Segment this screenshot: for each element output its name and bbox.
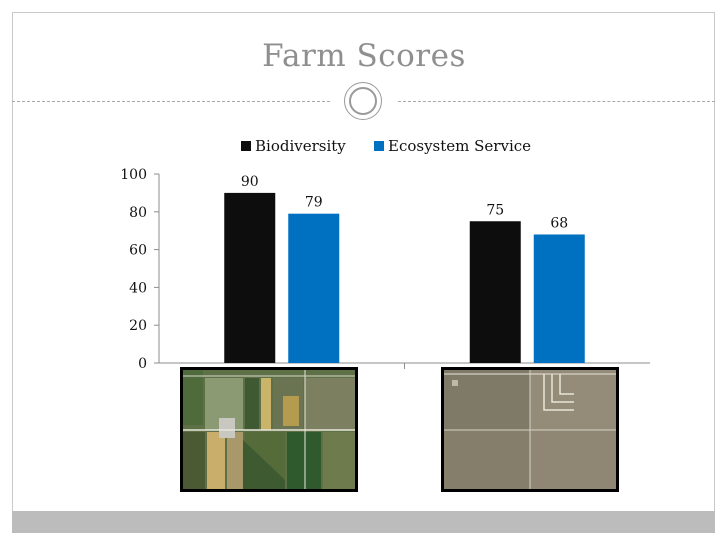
farm-1-aerial-photo	[180, 367, 358, 492]
footer-bar	[12, 511, 715, 533]
circle-ornament-inner-icon	[349, 87, 377, 115]
title-divider-right	[398, 101, 715, 102]
y-tick-label: 20	[129, 318, 147, 334]
y-tick-label: 100	[120, 167, 147, 183]
y-tick-label: 80	[129, 205, 147, 221]
chart-legend: Biodiversity Ecosystem Service	[0, 137, 728, 157]
legend-item-biodiversity: Biodiversity	[241, 137, 346, 155]
y-tick-label: 60	[129, 243, 147, 259]
legend-swatch-biodiversity	[241, 141, 251, 151]
data-label: 90	[241, 174, 259, 190]
bar-biodiversity	[469, 221, 521, 363]
bar-ecosystem-service	[288, 213, 340, 363]
y-tick-label: 40	[129, 280, 147, 296]
y-axis-ticks: 0 20 40 60 80 100	[120, 167, 405, 372]
y-tick-label: 0	[138, 356, 147, 372]
data-labels: 90 79 75 68	[241, 174, 568, 232]
bar-biodiversity	[224, 192, 276, 363]
bar-series	[224, 192, 585, 363]
slide-title: Farm Scores	[262, 38, 466, 74]
farm-2-aerial-photo	[441, 367, 619, 492]
legend-item-ecosystem-service: Ecosystem Service	[374, 137, 531, 155]
data-label: 75	[486, 202, 504, 218]
data-label: 68	[550, 215, 568, 231]
legend-swatch-ecosystem-service	[374, 141, 384, 151]
bar-ecosystem-service	[533, 234, 585, 363]
legend-label-ecosystem-service: Ecosystem Service	[388, 137, 532, 155]
legend-label-biodiversity: Biodiversity	[255, 137, 346, 155]
title-divider-left	[12, 101, 330, 102]
data-label: 79	[305, 195, 323, 211]
